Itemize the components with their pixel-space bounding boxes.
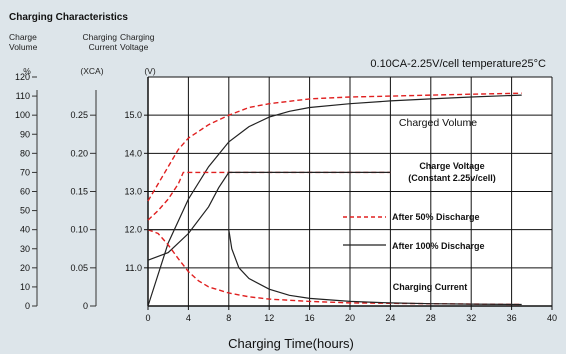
legend: After 50% Discharge After 100% Discharge — [343, 212, 485, 251]
volume-tick-label-40: 40 — [20, 225, 30, 235]
x-axis-title: Charging Time(hours) — [228, 336, 354, 351]
axes: 0 4 8 12 16 20 24 28 32 36 40 11.0 12.0 13.0 14.0 15.0 0… — [15, 72, 557, 323]
voltage-tick-label-12.0: 12.0 — [124, 225, 142, 235]
voltage-tick-label-14.0: 14.0 — [124, 148, 142, 158]
volume-tick-label-90: 90 — [20, 129, 30, 139]
annotation-charged-volume: Charged Volume — [399, 117, 477, 129]
x-tick-label-4: 4 — [186, 313, 191, 323]
volume-unit: % — [23, 66, 31, 76]
voltage-tick-label-15.0: 15.0 — [124, 110, 142, 120]
current-axis-header-line1: Charging — [83, 32, 118, 42]
grid-lines — [148, 76, 553, 306]
current-tick-label-0.20: 0.20 — [70, 148, 88, 158]
volume-tick-label-50: 50 — [20, 206, 30, 216]
annotation-charging-current: Charging Current — [393, 282, 468, 292]
series-lines — [147, 92, 522, 307]
x-tick-label-40: 40 — [547, 313, 557, 323]
volume-tick-label-80: 80 — [20, 148, 30, 158]
series-voltage-after-100-discharge — [147, 171, 391, 261]
legend-label-after-50-discharge: After 50% Discharge — [392, 212, 480, 222]
volume-tick-label-70: 70 — [20, 167, 30, 177]
voltage-unit: (V) — [144, 66, 156, 76]
x-tick-label-28: 28 — [426, 313, 436, 323]
x-tick-label-12: 12 — [264, 313, 274, 323]
voltage-axis-header-line2: Voltage — [120, 42, 149, 52]
volume-tick-label-30: 30 — [20, 244, 30, 254]
volume-axis-header-line1: Charge — [9, 32, 37, 42]
current-tick-label-0.10: 0.10 — [70, 225, 88, 235]
series-current-after-100-discharge — [148, 229, 522, 306]
volume-tick-label-100: 100 — [15, 110, 30, 120]
current-tick-label-0.25: 0.25 — [70, 110, 88, 120]
chart-title: Charging Characteristics — [9, 12, 128, 23]
current-tick-label-0: 0 — [83, 301, 88, 311]
x-tick-label-16: 16 — [305, 313, 315, 323]
volume-tick-label-20: 20 — [20, 263, 30, 273]
volume-tick-label-120: 120 — [15, 72, 30, 82]
volume-tick-label-0: 0 — [25, 301, 30, 311]
volume-tick-label-110: 110 — [16, 91, 30, 101]
x-tick-label-32: 32 — [466, 313, 476, 323]
current-tick-label-0.15: 0.15 — [70, 187, 88, 197]
x-tick-label-24: 24 — [385, 313, 395, 323]
voltage-tick-label-13.0: 13.0 — [124, 187, 142, 197]
current-unit: (XCA) — [80, 66, 103, 76]
series-volume-after-100-discharge — [147, 94, 522, 307]
volume-tick-label-60: 60 — [20, 187, 30, 197]
x-tick-label-20: 20 — [345, 313, 355, 323]
voltage-tick-label-11.0: 11.0 — [125, 263, 142, 273]
test-condition: 0.10CA-2.25V/cell temperature25°C — [370, 58, 546, 70]
annotation-constant-voltage: (Constant 2.25v/cell) — [408, 173, 496, 183]
volume-axis-header-line2: Volume — [9, 42, 38, 52]
x-tick-label-8: 8 — [226, 313, 231, 323]
x-tick-label-0: 0 — [145, 313, 150, 323]
legend-label-after-100-discharge: After 100% Discharge — [392, 241, 485, 251]
series-voltage-after-50-discharge — [147, 171, 391, 221]
annotation-charge-voltage: Charge Voltage — [419, 161, 484, 171]
current-axis-header-line2: Current — [89, 42, 118, 52]
x-tick-label-36: 36 — [507, 313, 517, 323]
current-tick-label-0.05: 0.05 — [70, 263, 88, 273]
volume-tick-label-10: 10 — [20, 282, 30, 292]
series-volume-after-50-discharge — [147, 92, 522, 202]
series-current-after-50-discharge — [147, 229, 522, 306]
voltage-axis-header-line1: Charging — [120, 32, 155, 42]
